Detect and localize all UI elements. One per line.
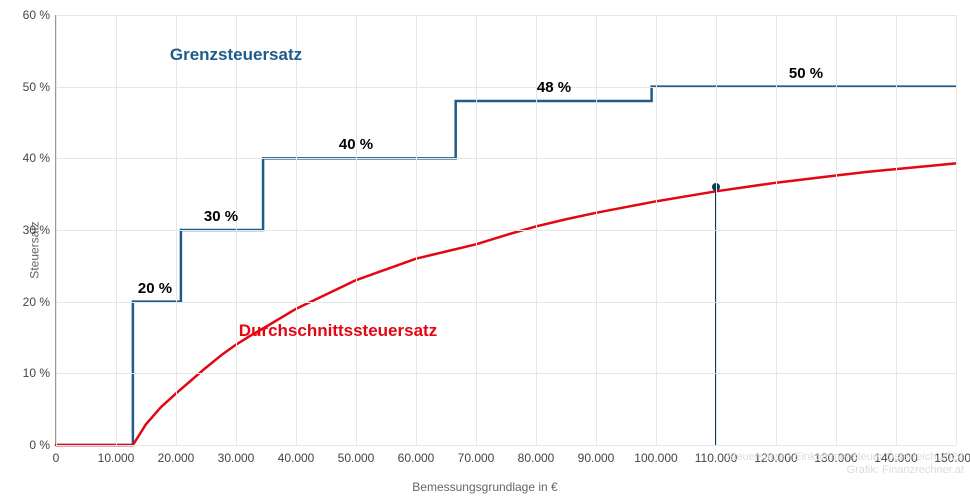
average-label: Durchschnittssteuersatz (239, 321, 437, 341)
grid-line-h (56, 302, 956, 303)
grid-line-v (116, 15, 117, 445)
x-tick-label: 40.000 (278, 445, 315, 465)
x-axis-title: Bemessungsgrundlage in € (412, 480, 557, 494)
grid-line-v (776, 15, 777, 445)
y-tick-label: 60 % (23, 8, 56, 22)
grid-line-h (56, 230, 956, 231)
step-value-label: 40 % (339, 136, 373, 153)
plot-area: 0 %10 %20 %30 %40 %50 %60 %010.00020.000… (55, 15, 956, 446)
x-tick-label: 30.000 (218, 445, 255, 465)
y-tick-label: 40 % (23, 151, 56, 165)
grid-line-h (56, 15, 956, 16)
grid-line-v (176, 15, 177, 445)
x-tick-label: 140.000 (874, 445, 917, 465)
x-tick-label: 110.000 (695, 445, 738, 465)
marginal-label: Grenzsteuersatz (170, 45, 302, 65)
x-tick-label: 70.000 (458, 445, 495, 465)
x-tick-label: 120.000 (754, 445, 797, 465)
grid-line-v (416, 15, 417, 445)
step-value-label: 50 % (789, 65, 823, 82)
y-tick-label: 50 % (23, 80, 56, 94)
grid-line-v (476, 15, 477, 445)
grid-line-v (836, 15, 837, 445)
grid-line-v (596, 15, 597, 445)
marginal-tax-line (56, 87, 956, 445)
tax-rate-chart: Steuersatz Bemessungsgrundlage in € 0 %1… (0, 0, 970, 500)
step-value-label: 48 % (537, 79, 571, 96)
step-value-label: 20 % (138, 280, 172, 297)
grid-line-v (296, 15, 297, 445)
x-tick-label: 90.000 (578, 445, 615, 465)
grid-line-v (896, 15, 897, 445)
grid-line-v (956, 15, 957, 445)
grid-line-v (56, 15, 57, 445)
grid-line-v (356, 15, 357, 445)
credits-line2: Grafik: Finanzrechner.at (726, 464, 964, 478)
step-value-label: 30 % (204, 208, 238, 225)
x-tick-label: 100.000 (634, 445, 677, 465)
x-tick-label: 150.000 (934, 445, 970, 465)
grid-line-h (56, 87, 956, 88)
average-tax-line (56, 163, 956, 445)
x-tick-label: 50.000 (338, 445, 375, 465)
x-tick-label: 80.000 (518, 445, 555, 465)
y-tick-label: 20 % (23, 295, 56, 309)
grid-line-h (56, 373, 956, 374)
x-tick-label: 130.000 (814, 445, 857, 465)
grid-line-v (236, 15, 237, 445)
x-tick-label: 20.000 (158, 445, 195, 465)
y-tick-label: 30 % (23, 223, 56, 237)
x-tick-label: 60.000 (398, 445, 435, 465)
grid-line-h (56, 158, 956, 159)
x-tick-label: 10.000 (98, 445, 135, 465)
y-tick-label: 10 % (23, 366, 56, 380)
grid-line-v (716, 15, 717, 445)
grid-line-v (656, 15, 657, 445)
x-tick-label: 0 (53, 445, 60, 465)
